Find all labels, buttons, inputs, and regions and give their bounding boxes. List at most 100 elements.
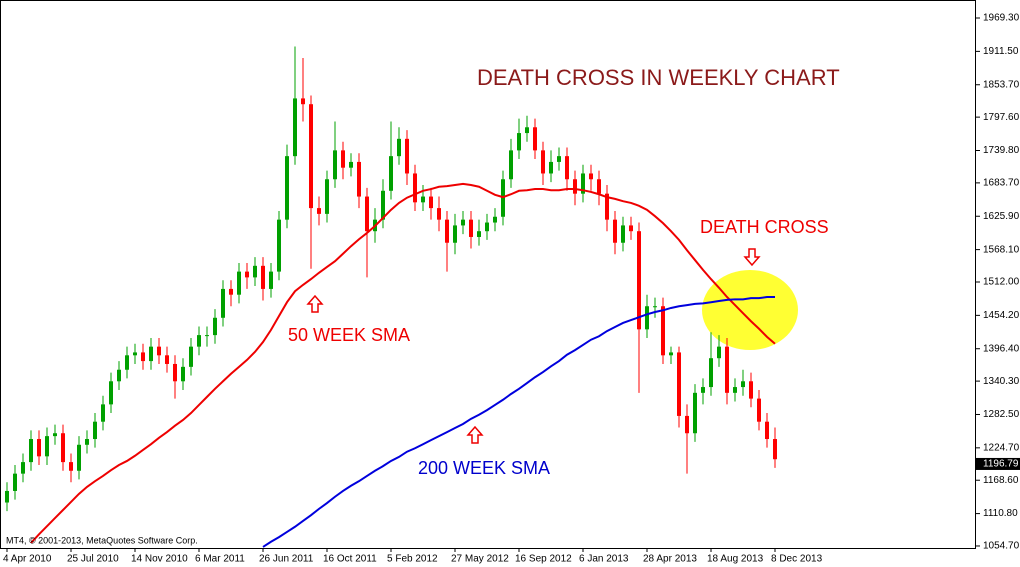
- candle-body: [277, 219, 281, 272]
- candle-body: [581, 173, 585, 194]
- candle-body: [37, 439, 41, 457]
- candle-body: [661, 306, 665, 356]
- candle-body: [357, 161, 361, 197]
- candle-body: [197, 335, 201, 347]
- candle-body: [557, 156, 561, 162]
- candle-body: [757, 398, 761, 422]
- up-arrow: [466, 425, 484, 444]
- candle-body: [653, 306, 657, 308]
- candle-body: [77, 444, 81, 471]
- y-tick-label: 1282.50: [983, 409, 1020, 420]
- x-tick-label: 6 Mar 2011: [195, 554, 245, 565]
- candle-body: [125, 355, 129, 370]
- candle-body: [677, 352, 681, 416]
- x-tick-label: 18 Aug 2013: [707, 554, 764, 565]
- candle-body: [485, 222, 489, 232]
- y-tick-label: 1110.80: [983, 508, 1018, 519]
- candle-body: [741, 381, 745, 388]
- candle-body: [709, 358, 713, 388]
- y-tick-label: 1683.70: [983, 178, 1020, 189]
- candle-body: [189, 346, 193, 367]
- candle-body: [29, 439, 33, 463]
- candle-body: [325, 179, 329, 214]
- series-label: 50 WEEK SMA: [288, 325, 410, 345]
- candle-body: [733, 387, 737, 393]
- y-tick-label: 1853.70: [983, 79, 1020, 90]
- candle-body: [517, 133, 521, 151]
- candle-body: [181, 366, 185, 382]
- y-tick-label: 1739.80: [983, 145, 1020, 156]
- chart-title: DEATH CROSS IN WEEKLY CHART: [477, 65, 840, 90]
- candle-body: [589, 173, 593, 180]
- candle-body: [109, 381, 113, 405]
- candle-body: [413, 173, 417, 203]
- candle-body: [365, 196, 369, 232]
- highlight-ellipse: [702, 270, 798, 350]
- y-tick-label: 1797.60: [983, 112, 1020, 123]
- candle-body: [141, 352, 145, 362]
- y-tick-label: 1568.10: [983, 244, 1020, 255]
- last-price-box: [976, 457, 1020, 470]
- candle-body: [621, 225, 625, 243]
- candle-body: [229, 288, 233, 295]
- plot-frame: [0, 0, 976, 549]
- candle-body: [205, 335, 209, 337]
- candle-body: [477, 231, 481, 237]
- candle-body: [701, 387, 705, 393]
- candle-body: [61, 433, 65, 463]
- candle-body: [549, 161, 553, 174]
- candle-body: [45, 436, 49, 457]
- candle-body: [613, 219, 617, 243]
- copyright: MT4, © 2001-2013, MetaQuotes Software Co…: [6, 535, 198, 545]
- candle-body: [429, 196, 433, 209]
- candle-body: [445, 219, 449, 243]
- candle-body: [397, 138, 401, 157]
- x-tick-label: 28 Apr 2013: [643, 554, 697, 565]
- candle-body: [645, 306, 649, 330]
- y-tick-label: 1512.00: [983, 277, 1020, 288]
- x-tick-label: 5 Feb 2012: [387, 554, 438, 565]
- candle-body: [293, 98, 297, 157]
- sma-line: [30, 182, 776, 544]
- plot: [5, 46, 777, 548]
- candle-body: [245, 271, 249, 278]
- candle-body: [93, 421, 97, 440]
- candle-body: [101, 404, 105, 422]
- candle-body: [221, 288, 225, 318]
- candle-body: [461, 219, 465, 226]
- candle-body: [421, 196, 425, 203]
- candle-body: [637, 231, 641, 330]
- candle-body: [725, 346, 729, 393]
- y-tick-label: 1224.70: [983, 442, 1020, 453]
- candle-body: [749, 381, 753, 399]
- candle-body: [525, 127, 529, 134]
- candle-body: [117, 369, 121, 382]
- candle-body: [469, 219, 473, 237]
- candle-body: [85, 439, 89, 445]
- candle-body: [237, 271, 241, 295]
- candle-body: [21, 462, 25, 474]
- candle-body: [213, 317, 217, 336]
- x-tick-label: 16 Oct 2011: [323, 554, 377, 565]
- sma-line: [262, 296, 775, 548]
- candle-body: [157, 346, 161, 356]
- x-tick-label: 6 Jan 2013: [579, 554, 629, 565]
- x-tick-label: 25 Jul 2010: [67, 554, 119, 565]
- candle-body: [773, 439, 777, 460]
- candle-body: [333, 150, 337, 180]
- candle-body: [541, 150, 545, 174]
- candle-body: [509, 150, 513, 180]
- candle-body: [5, 490, 9, 503]
- candle-body: [693, 392, 697, 434]
- y-tick-label: 1969.30: [983, 13, 1020, 24]
- candle-body: [685, 415, 689, 434]
- candle-body: [309, 104, 313, 209]
- candle-body: [285, 156, 289, 220]
- y-tick-label: 1396.40: [983, 343, 1020, 354]
- candle-body: [629, 225, 633, 232]
- candle-body: [453, 225, 457, 243]
- x-tick-label: 26 Jun 2011: [259, 554, 314, 565]
- y-tick-label: 1340.30: [983, 376, 1020, 387]
